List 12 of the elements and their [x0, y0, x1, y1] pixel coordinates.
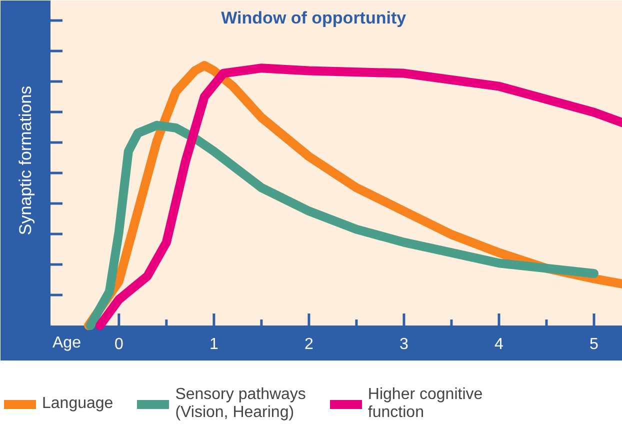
y-axis-title: Synaptic formations	[16, 86, 35, 236]
x-tick-label: 5	[590, 336, 599, 353]
chart-title: Window of opportunity	[221, 8, 407, 28]
x-tick-label: 0	[114, 336, 124, 353]
legend-label: Higher cognitive function	[368, 386, 483, 422]
x-tick-label: 1	[209, 336, 218, 353]
x-tick-label: 3	[400, 336, 409, 353]
legend-label: Language	[42, 395, 114, 413]
x-tick-label: 2	[304, 336, 314, 353]
x-tick-label: 4	[494, 336, 504, 353]
legend-label: Sensory pathways (Vision, Hearing)	[175, 386, 306, 422]
x-axis-title: Age	[52, 334, 82, 352]
